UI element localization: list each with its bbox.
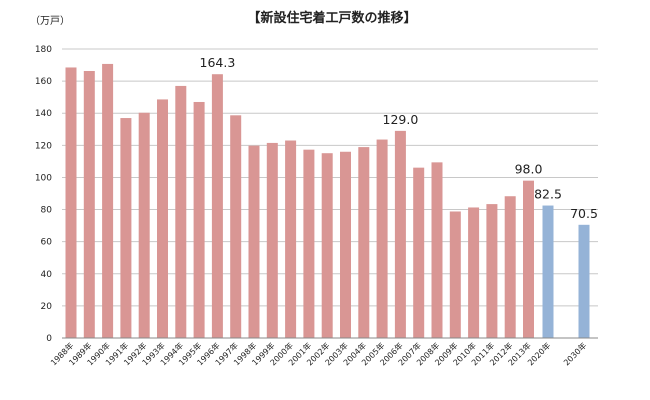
- y-tick-label: 100: [35, 173, 52, 183]
- bar-actual: [321, 153, 333, 338]
- bar-actual: [468, 207, 480, 338]
- y-tick-label: 160: [35, 77, 52, 87]
- bar-actual: [285, 140, 297, 338]
- y-tick-label: 60: [41, 238, 53, 248]
- bar-actual: [431, 162, 443, 338]
- bar-actual: [394, 130, 406, 338]
- bar-actual: [340, 151, 351, 338]
- bar-actual: [358, 147, 370, 338]
- bar-actual: [102, 63, 114, 338]
- bar-actual: [65, 67, 77, 338]
- data-label: 70.5: [570, 206, 598, 221]
- bar-actual: [523, 180, 534, 338]
- bar-actual: [376, 139, 388, 338]
- chart-title: 【新設住宅着工戸数の推移】: [247, 10, 416, 26]
- y-tick-label: 80: [41, 206, 53, 216]
- y-tick-label: 20: [41, 302, 53, 312]
- bar-actual: [303, 149, 315, 338]
- y-axis-unit-label: （万戸）: [30, 15, 70, 27]
- bar-forecast: [578, 224, 590, 338]
- bar-actual: [266, 142, 278, 338]
- bar-forecast: [542, 205, 554, 338]
- bar-actual: [230, 115, 242, 338]
- data-labels: 164.3 129.0 98.0 82.5 70.5: [200, 55, 598, 221]
- data-label: 129.0: [383, 112, 419, 127]
- data-label: 98.0: [515, 162, 543, 177]
- bars: [65, 63, 590, 339]
- y-tick-label: 0: [46, 334, 52, 344]
- bar-actual: [486, 204, 498, 338]
- data-label: 164.3: [200, 55, 236, 70]
- bar-actual: [83, 70, 95, 339]
- bar-actual: [120, 118, 132, 339]
- bar-actual: [504, 196, 516, 338]
- bar-actual: [449, 211, 461, 338]
- bar-actual: [175, 85, 187, 338]
- y-tick-label: 120: [35, 141, 52, 151]
- bar-actual: [138, 112, 150, 338]
- y-tick-label: 40: [41, 270, 53, 280]
- data-label: 82.5: [534, 187, 562, 202]
- x-axis-ticks: 1988年1989年1990年1991年1992年1993年1994年1995年…: [48, 340, 588, 367]
- bar-actual: [193, 101, 205, 338]
- y-tick-label: 140: [35, 109, 52, 119]
- y-axis-ticks: 0 20 40 60 80 100 120 140 160 180: [35, 45, 52, 344]
- bar-actual: [413, 167, 425, 338]
- bar-actual: [157, 99, 168, 338]
- x-tick-label: 2030年: [561, 340, 588, 367]
- bar-actual: [211, 74, 223, 339]
- bar-actual: [248, 145, 260, 338]
- y-tick-label: 180: [35, 45, 52, 55]
